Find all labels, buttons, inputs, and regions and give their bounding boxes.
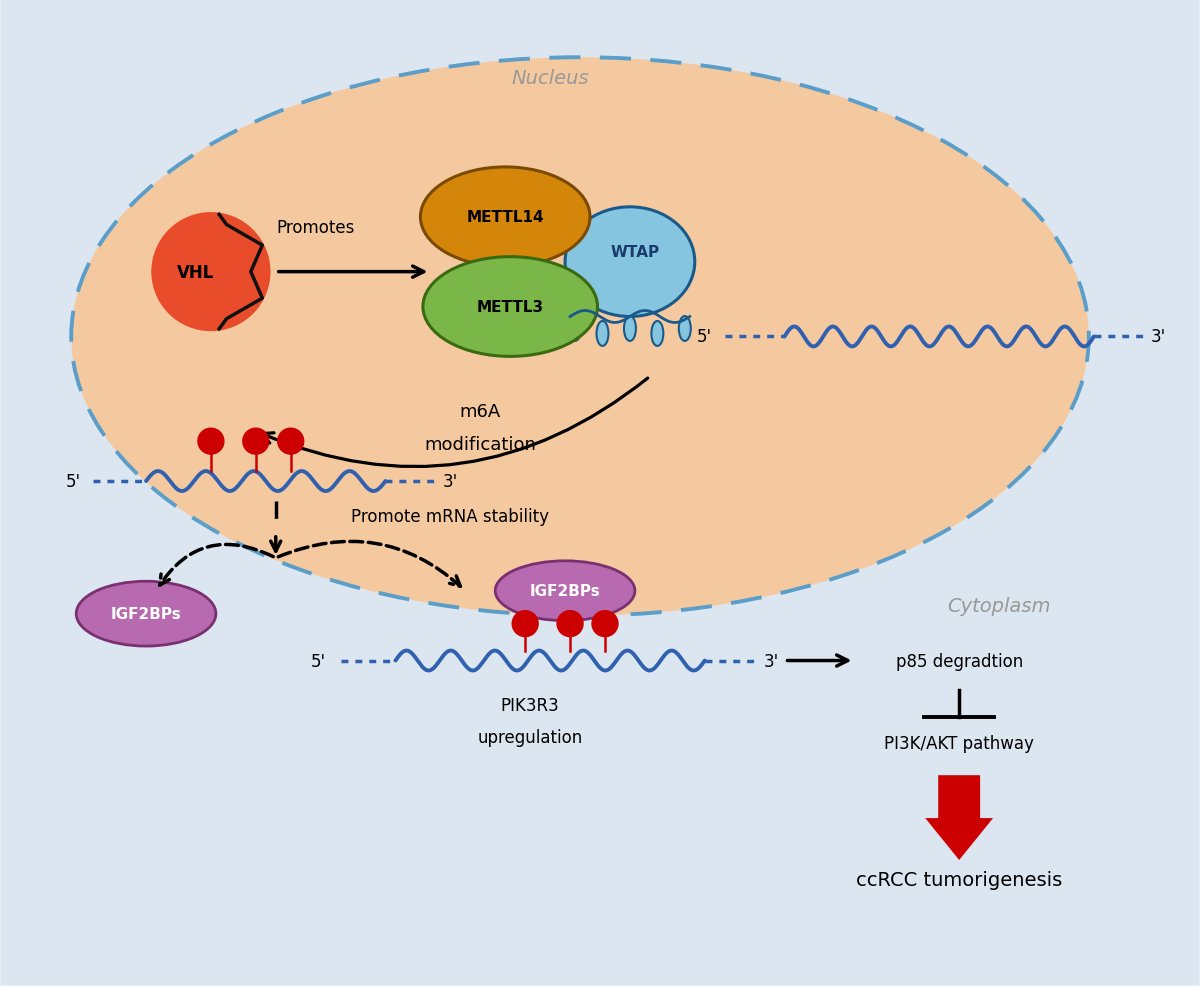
Text: m6A: m6A <box>460 403 500 421</box>
Ellipse shape <box>624 317 636 341</box>
Text: Promote mRNA stability: Promote mRNA stability <box>352 508 550 526</box>
Text: Cytoplasm: Cytoplasm <box>947 597 1051 615</box>
Ellipse shape <box>420 168 590 267</box>
Circle shape <box>557 611 583 637</box>
Text: 3': 3' <box>443 472 458 490</box>
Text: modification: modification <box>425 436 536 454</box>
Text: 5': 5' <box>697 328 713 346</box>
Ellipse shape <box>422 257 598 357</box>
Ellipse shape <box>652 321 664 346</box>
Circle shape <box>277 429 304 455</box>
Ellipse shape <box>679 317 691 341</box>
FancyArrow shape <box>925 775 994 860</box>
Text: 3': 3' <box>1151 328 1166 346</box>
Circle shape <box>592 611 618 637</box>
Text: IGF2BPs: IGF2BPs <box>529 584 600 599</box>
Ellipse shape <box>71 58 1088 616</box>
Ellipse shape <box>565 208 695 317</box>
Text: p85 degradtion: p85 degradtion <box>895 652 1022 669</box>
Circle shape <box>512 611 538 637</box>
Ellipse shape <box>77 582 216 647</box>
Text: VHL: VHL <box>178 263 215 281</box>
Circle shape <box>154 215 269 330</box>
Text: IGF2BPs: IGF2BPs <box>110 606 181 621</box>
Ellipse shape <box>496 561 635 621</box>
Text: METTL3: METTL3 <box>476 300 544 315</box>
Text: Nucleus: Nucleus <box>511 69 589 88</box>
Text: METTL14: METTL14 <box>467 210 544 225</box>
Text: 5': 5' <box>311 652 326 669</box>
Circle shape <box>198 429 224 455</box>
Ellipse shape <box>596 321 608 346</box>
Text: WTAP: WTAP <box>611 245 660 260</box>
Text: upregulation: upregulation <box>478 729 583 746</box>
Ellipse shape <box>569 317 581 341</box>
Text: 5': 5' <box>66 472 80 490</box>
Text: Promotes: Promotes <box>276 219 355 237</box>
Text: ccRCC tumorigenesis: ccRCC tumorigenesis <box>856 871 1062 889</box>
Text: PIK3R3: PIK3R3 <box>500 697 559 715</box>
Text: PI3K/AKT pathway: PI3K/AKT pathway <box>884 735 1034 752</box>
Text: 3': 3' <box>764 652 779 669</box>
Circle shape <box>242 429 269 455</box>
